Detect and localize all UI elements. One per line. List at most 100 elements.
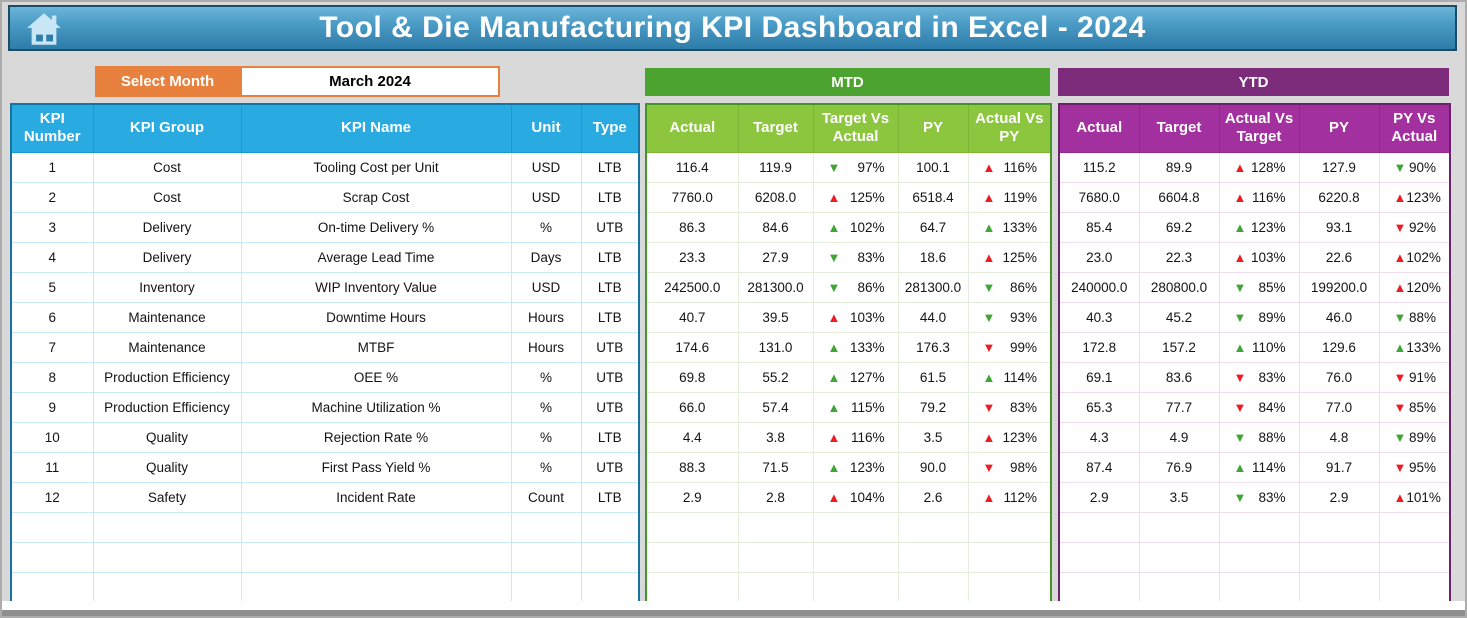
empty-cell[interactable] bbox=[1138, 541, 1220, 573]
empty-cell[interactable] bbox=[1138, 571, 1220, 603]
actual-cell[interactable]: 115.2 bbox=[1058, 151, 1140, 183]
target-cell[interactable]: 89.9 bbox=[1138, 151, 1220, 183]
kpi-number-cell[interactable]: 11 bbox=[10, 451, 94, 483]
py-cell[interactable]: 6220.8 bbox=[1298, 181, 1380, 213]
comparison-cell[interactable]: ▲ 119% bbox=[967, 181, 1052, 213]
actual-cell[interactable]: 4.4 bbox=[645, 421, 739, 453]
py-cell[interactable]: 281300.0 bbox=[897, 271, 969, 303]
kpi-number-cell[interactable]: 8 bbox=[10, 361, 94, 393]
empty-cell[interactable] bbox=[92, 571, 242, 603]
py-cell[interactable]: 4.8 bbox=[1298, 421, 1380, 453]
actual-cell[interactable]: 4.3 bbox=[1058, 421, 1140, 453]
empty-cell[interactable] bbox=[1378, 571, 1451, 603]
actual-cell[interactable]: 86.3 bbox=[645, 211, 739, 243]
kpi-name-cell[interactable]: OEE % bbox=[240, 361, 512, 393]
target-cell[interactable]: 76.9 bbox=[1138, 451, 1220, 483]
target-cell[interactable]: 84.6 bbox=[737, 211, 814, 243]
kpi-number-cell[interactable]: 4 bbox=[10, 241, 94, 273]
target-cell[interactable]: 57.4 bbox=[737, 391, 814, 423]
target-cell[interactable]: 3.8 bbox=[737, 421, 814, 453]
py-cell[interactable]: 199200.0 bbox=[1298, 271, 1380, 303]
empty-cell[interactable] bbox=[967, 541, 1052, 573]
empty-cell[interactable] bbox=[812, 511, 899, 543]
target-cell[interactable]: 157.2 bbox=[1138, 331, 1220, 363]
empty-cell[interactable] bbox=[897, 511, 969, 543]
actual-cell[interactable]: 69.8 bbox=[645, 361, 739, 393]
kpi-name-cell[interactable]: MTBF bbox=[240, 331, 512, 363]
target-cell[interactable]: 83.6 bbox=[1138, 361, 1220, 393]
target-cell[interactable]: 69.2 bbox=[1138, 211, 1220, 243]
kpi-name-cell[interactable]: Rejection Rate % bbox=[240, 421, 512, 453]
comparison-cell[interactable]: ▲ 116% bbox=[967, 151, 1052, 183]
kpi-group-cell[interactable]: Delivery bbox=[92, 241, 242, 273]
comparison-cell[interactable]: ▼ 84% bbox=[1218, 391, 1300, 423]
comparison-cell[interactable]: ▲ 127% bbox=[812, 361, 899, 393]
empty-cell[interactable] bbox=[1298, 541, 1380, 573]
target-cell[interactable]: 3.5 bbox=[1138, 481, 1220, 513]
comparison-cell[interactable]: ▲ 133% bbox=[967, 211, 1052, 243]
unit-cell[interactable]: USD bbox=[510, 181, 582, 213]
comparison-cell[interactable]: ▲ 101% bbox=[1378, 481, 1451, 513]
comparison-cell[interactable]: ▼ 83% bbox=[1218, 361, 1300, 393]
type-cell[interactable]: LTB bbox=[580, 181, 640, 213]
actual-cell[interactable]: 7760.0 bbox=[645, 181, 739, 213]
comparison-cell[interactable]: ▲ 123% bbox=[812, 451, 899, 483]
comparison-cell[interactable]: ▲ 123% bbox=[967, 421, 1052, 453]
kpi-group-cell[interactable]: Maintenance bbox=[92, 331, 242, 363]
kpi-number-cell[interactable]: 10 bbox=[10, 421, 94, 453]
py-cell[interactable]: 91.7 bbox=[1298, 451, 1380, 483]
empty-cell[interactable] bbox=[240, 571, 512, 603]
type-cell[interactable]: LTB bbox=[580, 241, 640, 273]
unit-cell[interactable]: USD bbox=[510, 151, 582, 183]
comparison-cell[interactable]: ▼ 86% bbox=[812, 271, 899, 303]
unit-cell[interactable]: % bbox=[510, 211, 582, 243]
comparison-cell[interactable]: ▲ 114% bbox=[1218, 451, 1300, 483]
actual-cell[interactable]: 2.9 bbox=[1058, 481, 1140, 513]
kpi-name-cell[interactable]: Tooling Cost per Unit bbox=[240, 151, 512, 183]
kpi-name-cell[interactable]: On-time Delivery % bbox=[240, 211, 512, 243]
kpi-number-cell[interactable]: 5 bbox=[10, 271, 94, 303]
comparison-cell[interactable]: ▼ 91% bbox=[1378, 361, 1451, 393]
actual-cell[interactable]: 40.7 bbox=[645, 301, 739, 333]
empty-cell[interactable] bbox=[1378, 541, 1451, 573]
empty-cell[interactable] bbox=[10, 511, 94, 543]
empty-cell[interactable] bbox=[897, 571, 969, 603]
kpi-name-cell[interactable]: Incident Rate bbox=[240, 481, 512, 513]
empty-cell[interactable] bbox=[1218, 541, 1300, 573]
py-cell[interactable]: 61.5 bbox=[897, 361, 969, 393]
py-cell[interactable]: 127.9 bbox=[1298, 151, 1380, 183]
kpi-group-cell[interactable]: Production Efficiency bbox=[92, 361, 242, 393]
empty-cell[interactable] bbox=[1378, 511, 1451, 543]
kpi-name-cell[interactable]: Machine Utilization % bbox=[240, 391, 512, 423]
kpi-group-cell[interactable]: Quality bbox=[92, 451, 242, 483]
comparison-cell[interactable]: ▲ 128% bbox=[1218, 151, 1300, 183]
empty-cell[interactable] bbox=[1298, 511, 1380, 543]
unit-cell[interactable]: % bbox=[510, 451, 582, 483]
comparison-cell[interactable]: ▲ 133% bbox=[1378, 331, 1451, 363]
py-cell[interactable]: 3.5 bbox=[897, 421, 969, 453]
target-cell[interactable]: 280800.0 bbox=[1138, 271, 1220, 303]
type-cell[interactable]: UTB bbox=[580, 391, 640, 423]
empty-cell[interactable] bbox=[510, 541, 582, 573]
py-cell[interactable]: 79.2 bbox=[897, 391, 969, 423]
comparison-cell[interactable]: ▲ 103% bbox=[812, 301, 899, 333]
comparison-cell[interactable]: ▲ 104% bbox=[812, 481, 899, 513]
actual-cell[interactable]: 242500.0 bbox=[645, 271, 739, 303]
comparison-cell[interactable]: ▲ 102% bbox=[1378, 241, 1451, 273]
comparison-cell[interactable]: ▲ 123% bbox=[1378, 181, 1451, 213]
actual-cell[interactable]: 65.3 bbox=[1058, 391, 1140, 423]
empty-cell[interactable] bbox=[1218, 511, 1300, 543]
comparison-cell[interactable]: ▲ 112% bbox=[967, 481, 1052, 513]
comparison-cell[interactable]: ▼ 89% bbox=[1218, 301, 1300, 333]
actual-cell[interactable]: 85.4 bbox=[1058, 211, 1140, 243]
actual-cell[interactable]: 69.1 bbox=[1058, 361, 1140, 393]
type-cell[interactable]: UTB bbox=[580, 451, 640, 483]
target-cell[interactable]: 6208.0 bbox=[737, 181, 814, 213]
kpi-group-cell[interactable]: Delivery bbox=[92, 211, 242, 243]
py-cell[interactable]: 2.9 bbox=[1298, 481, 1380, 513]
type-cell[interactable]: UTB bbox=[580, 331, 640, 363]
comparison-cell[interactable]: ▼ 83% bbox=[1218, 481, 1300, 513]
type-cell[interactable]: UTB bbox=[580, 211, 640, 243]
py-cell[interactable]: 77.0 bbox=[1298, 391, 1380, 423]
empty-cell[interactable] bbox=[580, 541, 640, 573]
